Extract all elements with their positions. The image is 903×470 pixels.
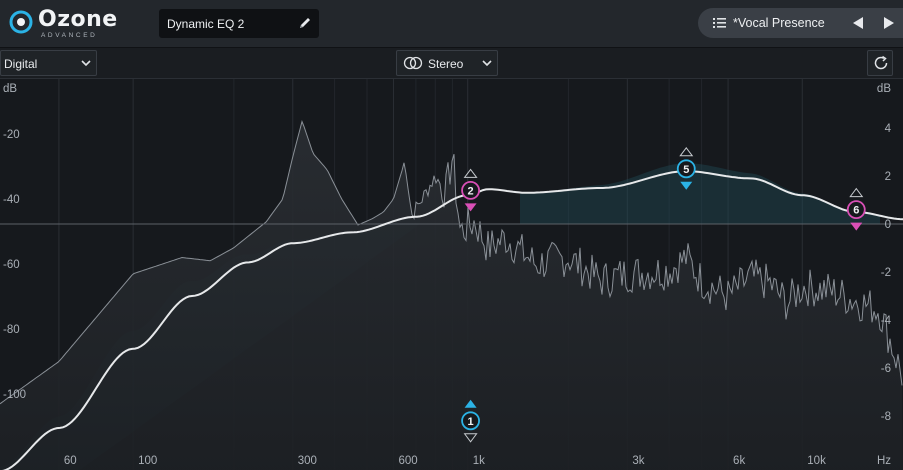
- left-db-axis: dB -20 -40 -60 -80 -100: [3, 83, 26, 401]
- right-tick-label: -4: [881, 315, 892, 327]
- gain-up-arrow-icon: [463, 168, 478, 178]
- eq-node-6[interactable]: 6: [846, 187, 866, 231]
- high-band-region: [520, 163, 880, 224]
- ozone-logo-icon: [9, 10, 33, 34]
- eq-node-label: 1: [468, 416, 474, 428]
- eq-node-1[interactable]: 1: [461, 399, 480, 443]
- channel-dropdown[interactable]: Stereo: [396, 50, 498, 76]
- eq-node-circle: [846, 200, 866, 220]
- eq-node-label: 5: [683, 164, 689, 176]
- right-tick-label: 2: [885, 171, 891, 183]
- previous-preset-icon[interactable]: [850, 15, 866, 31]
- frequency-tick-label: 600: [398, 455, 417, 467]
- gain-down-arrow-icon: [463, 433, 478, 443]
- gain-up-arrow-icon: [464, 399, 477, 408]
- frequency-tick-label: 100: [138, 455, 157, 467]
- refresh-icon: [874, 55, 888, 70]
- gain-down-arrow-icon: [680, 181, 693, 190]
- pencil-icon[interactable]: [298, 16, 312, 30]
- frequency-tick-label: 6k: [733, 455, 745, 467]
- eq-node-2[interactable]: 2: [461, 168, 480, 212]
- spectrum-line: [0, 120, 903, 405]
- control-bar: Digital Stereo: [0, 48, 903, 79]
- reset-button[interactable]: [867, 50, 893, 76]
- list-icon: [713, 18, 726, 28]
- stereo-icon: [403, 56, 423, 70]
- mode-dropdown[interactable]: Digital: [0, 50, 97, 76]
- left-unit-label: dB: [3, 83, 17, 95]
- eq-node-label: 2: [468, 185, 474, 197]
- left-tick-label: -60: [3, 259, 20, 271]
- chevron-down-icon: [81, 60, 91, 67]
- eq-curve: [1, 170, 903, 470]
- gain-up-arrow-icon: [679, 146, 694, 157]
- left-tick-label: -20: [3, 129, 20, 141]
- chevron-down-icon: [482, 60, 492, 67]
- right-tick-label: -2: [881, 267, 891, 279]
- frequency-tick-label: 300: [298, 455, 317, 467]
- module-name-label: Dynamic EQ 2: [167, 17, 245, 31]
- right-tick-label: 0: [885, 219, 891, 231]
- eq-graph[interactable]: dB -20 -40 -60 -80 -100 dB 4 2 0 -2 -4 -6 -8 60 100 30…: [0, 79, 903, 470]
- right-db-axis: dB 4 2 0 -2 -4 -6 -8: [877, 83, 892, 423]
- eq-node-label: 6: [853, 205, 859, 217]
- eq-node-circle: [461, 411, 480, 431]
- frequency-axis: 60 100 300 600 1k 3k 6k 10k Hz: [64, 455, 891, 467]
- frequency-tick-label: 1k: [473, 455, 485, 467]
- right-tick-label: -8: [881, 411, 891, 423]
- frequency-tick-label: 3k: [632, 455, 644, 467]
- top-bar: Ozone ADVANCED Dynamic EQ 2 *Vocal Prese…: [0, 0, 903, 48]
- gain-up-arrow-icon: [849, 187, 864, 198]
- ozone-logo: Ozone ADVANCED: [8, 6, 117, 40]
- gain-down-arrow-icon: [464, 203, 477, 212]
- eq-node-circle: [461, 181, 480, 200]
- logo-subtitle: ADVANCED: [41, 32, 98, 39]
- eq-nodes[interactable]: 1 2 5 6: [461, 146, 866, 443]
- channel-dropdown-label: Stereo: [428, 57, 464, 71]
- left-tick-label: -80: [3, 324, 20, 336]
- gain-down-arrow-icon: [850, 222, 863, 231]
- left-tick-label: -100: [3, 389, 26, 401]
- frequency-tick-label: 10k: [807, 455, 826, 467]
- right-tick-label: -6: [881, 363, 891, 375]
- eq-node-5[interactable]: 5: [676, 146, 696, 190]
- mode-dropdown-label: Digital: [4, 57, 38, 71]
- frequency-unit-label: Hz: [877, 455, 891, 467]
- module-name-field[interactable]: Dynamic EQ 2: [159, 9, 319, 38]
- preset-name: *Vocal Presence: [733, 16, 825, 30]
- frequency-tick-label: 60: [64, 455, 77, 467]
- spectrum-fill: [0, 121, 903, 470]
- eq-node-circle: [676, 159, 696, 179]
- right-tick-label: 4: [885, 123, 892, 135]
- left-tick-label: -40: [3, 194, 20, 206]
- preset-selector[interactable]: *Vocal Presence: [698, 8, 903, 38]
- right-unit-label: dB: [877, 83, 891, 95]
- next-preset-icon[interactable]: [881, 15, 897, 31]
- logo-name: Ozone: [38, 7, 118, 32]
